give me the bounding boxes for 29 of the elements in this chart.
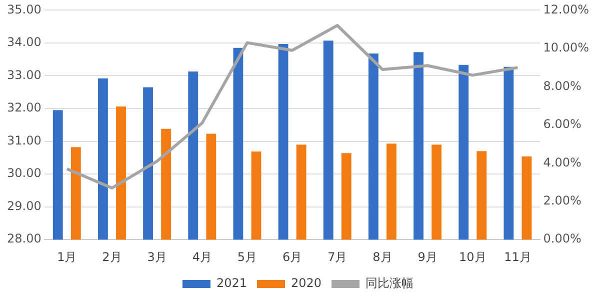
y-tick-label: 29.00 [6, 198, 42, 213]
x-tick-label: 11月 [504, 250, 532, 264]
x-tick-label: 6月 [282, 250, 302, 264]
x-tick-label: 1月 [57, 250, 77, 264]
y-tick-label: 33.00 [6, 68, 42, 82]
x-tick-label: 3月 [147, 250, 167, 264]
x-tick-label: 9月 [418, 250, 438, 264]
y-tick-label: 35.00 [6, 2, 42, 16]
x-tick-label: 10月 [458, 250, 486, 264]
y2-tick-label: 0.00% [543, 232, 582, 246]
y-tick-label: 31.00 [6, 133, 42, 148]
y2-tick-label: 6.00% [543, 117, 582, 132]
y2-tick-label: 4.00% [543, 155, 582, 170]
y-tick-label: 32.00 [6, 100, 42, 115]
x-tick-label: 2月 [102, 250, 122, 264]
y-tick-label: 28.00 [6, 232, 42, 246]
legend-label: 2020 [291, 276, 322, 290]
x-tick-label: 4月 [192, 250, 212, 264]
x-tick-label: 7月 [328, 250, 348, 264]
x-tick-label: 5月 [237, 250, 258, 264]
x-tick-label: 8月 [372, 250, 392, 264]
y2-tick-label: 2.00% [543, 193, 582, 208]
legend-label: 2021 [216, 276, 248, 290]
y2-tick-label: 8.00% [543, 78, 582, 93]
y-tick-label: 34.00 [6, 35, 42, 50]
legend-label: 同比涨幅 [366, 276, 414, 290]
y2-tick-label: 12.00% [543, 2, 590, 16]
y2-tick-label: 10.00% [543, 40, 590, 55]
y-tick-label: 30.00 [6, 166, 42, 180]
